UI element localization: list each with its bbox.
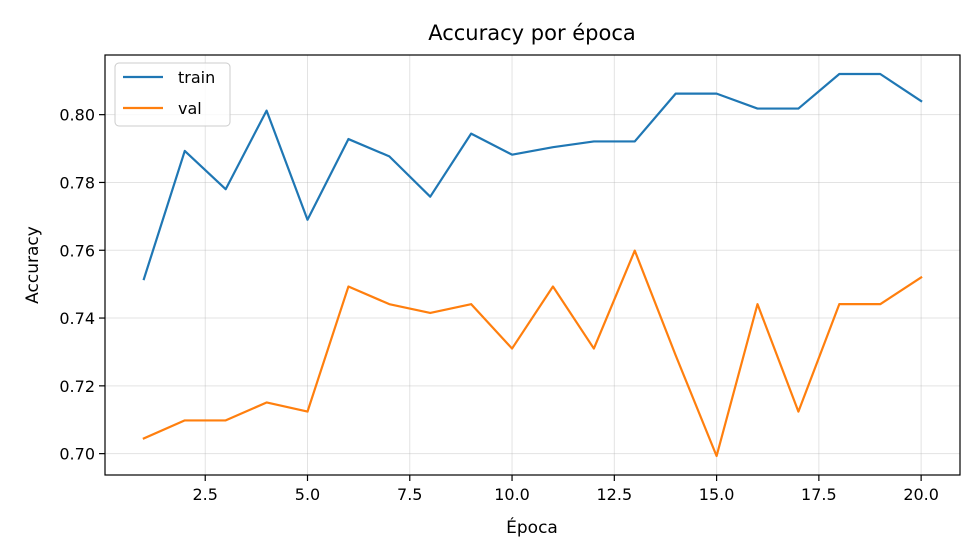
x-tick-label: 20.0 [903,485,939,504]
y-tick-label: 0.70 [59,445,95,464]
x-tick-label: 12.5 [597,485,633,504]
y-tick-label: 0.72 [59,377,95,396]
x-tick-label: 7.5 [397,485,422,504]
y-axis-ticks: 0.70 0.72 0.74 0.76 0.78 0.80 [59,106,105,464]
y-tick-label: 0.80 [59,106,95,125]
x-tick-label: 5.0 [295,485,320,504]
legend-label-train: train [178,68,215,87]
series-lines [142,72,923,458]
x-tick-label: 15.0 [699,485,735,504]
plot-area-frame [104,54,961,476]
legend-box [114,62,231,127]
x-tick-label: 2.5 [193,485,218,504]
legend-label-val: val [178,99,202,118]
x-axis-label: Época [506,516,558,538]
y-tick-label: 0.76 [59,241,95,260]
chart-title: Accuracy por época [428,21,636,45]
y-axis-label: Accuracy [23,226,43,304]
y-tick-label: 0.74 [59,309,95,328]
x-tick-label: 10.0 [494,485,530,504]
x-tick-label: 17.5 [801,485,837,504]
x-axis-ticks: 2.5 5.0 7.5 10.0 12.5 15.0 17.5 20.0 [193,475,939,504]
series-line-train [142,72,923,281]
y-tick-label: 0.78 [59,173,95,192]
legend: train val [114,62,231,127]
series-line-val [142,249,923,458]
